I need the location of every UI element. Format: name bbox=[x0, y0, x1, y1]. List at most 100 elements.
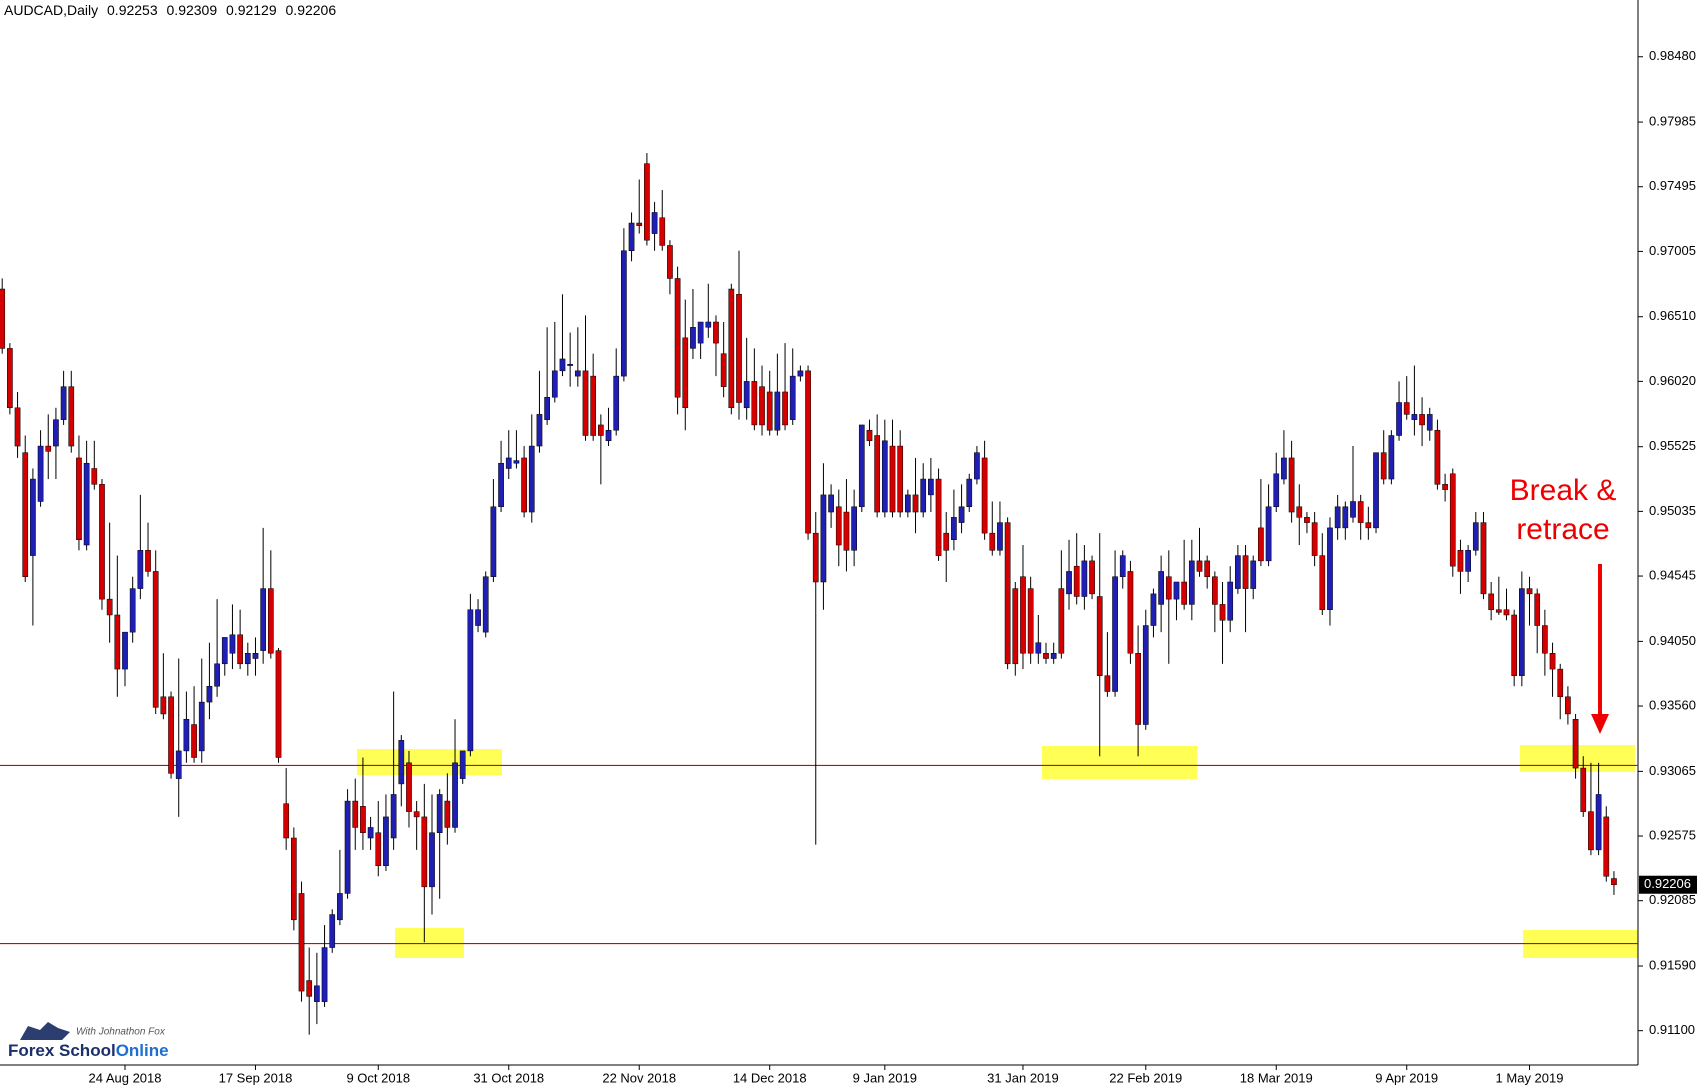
candle-body bbox=[551, 370, 558, 398]
candle-body bbox=[1603, 816, 1610, 877]
candle-body bbox=[835, 506, 842, 546]
candle-body bbox=[390, 794, 397, 839]
candle-body bbox=[1004, 522, 1011, 665]
candle-body bbox=[45, 445, 52, 452]
x-tick-label: 9 Apr 2019 bbox=[1375, 1070, 1438, 1085]
candle-body bbox=[1089, 560, 1095, 595]
candle-body bbox=[122, 631, 128, 670]
logo-tagline: With Johnathon Fox bbox=[76, 1027, 166, 1038]
candle-body bbox=[1020, 576, 1026, 654]
x-tick-label: 1 May 2019 bbox=[1496, 1070, 1564, 1085]
candle-body bbox=[1135, 653, 1141, 725]
candle-body bbox=[1288, 457, 1295, 513]
current-price-label: 0.92206 bbox=[1644, 876, 1691, 891]
candle-body bbox=[76, 457, 82, 541]
y-tick-label: 0.96020 bbox=[1649, 373, 1696, 388]
x-tick-label: 24 Aug 2018 bbox=[88, 1070, 161, 1085]
candle-body bbox=[1396, 402, 1402, 436]
annotation: Break & bbox=[1510, 474, 1617, 507]
candle-body bbox=[191, 724, 197, 758]
candle-body bbox=[1334, 506, 1341, 529]
y-tick-label: 0.92085 bbox=[1649, 892, 1696, 907]
candle-body bbox=[1557, 668, 1564, 698]
candle-body bbox=[1181, 581, 1188, 605]
candle-body bbox=[1096, 596, 1103, 676]
candle-body bbox=[505, 457, 512, 469]
candle-body bbox=[114, 614, 121, 670]
candle-body bbox=[475, 609, 481, 626]
candle-body bbox=[306, 980, 313, 997]
candle-body bbox=[613, 375, 620, 431]
candle-body bbox=[1434, 429, 1441, 485]
candle-body bbox=[935, 478, 942, 556]
candle-body bbox=[1542, 625, 1548, 654]
candle-body bbox=[1373, 452, 1379, 529]
y-tick-label: 0.97985 bbox=[1649, 114, 1696, 129]
candle-body bbox=[1549, 653, 1556, 670]
candle-body bbox=[667, 245, 673, 279]
candle-body bbox=[1273, 473, 1280, 508]
candle-body bbox=[175, 750, 182, 779]
candle-body bbox=[444, 800, 451, 828]
candle-body bbox=[1242, 555, 1249, 589]
candle-body bbox=[498, 462, 504, 508]
candle-body bbox=[68, 386, 75, 447]
y-tick-label: 0.98480 bbox=[1649, 48, 1696, 63]
current-price-box bbox=[1639, 875, 1697, 894]
candle-body bbox=[974, 452, 980, 480]
candle-body bbox=[314, 985, 320, 1002]
y-tick-label: 0.91590 bbox=[1649, 957, 1696, 972]
candle-body bbox=[905, 494, 911, 513]
candle-body bbox=[605, 429, 612, 442]
candle-body bbox=[728, 288, 735, 409]
candle-body bbox=[1357, 501, 1364, 523]
candle-body bbox=[1219, 604, 1226, 621]
candle-body bbox=[644, 163, 650, 241]
candle-body bbox=[674, 278, 681, 398]
candle-body bbox=[375, 832, 382, 866]
candle-body bbox=[628, 222, 635, 251]
candle-body bbox=[160, 696, 167, 715]
annotation: retrace bbox=[1516, 513, 1609, 546]
candle-body bbox=[329, 914, 336, 948]
candle-body bbox=[1066, 571, 1072, 595]
candle-body bbox=[881, 440, 888, 513]
candle-body bbox=[1012, 588, 1019, 665]
candle-body bbox=[997, 522, 1003, 551]
candle-body bbox=[129, 588, 136, 633]
candle-body bbox=[398, 740, 405, 785]
highlight-zone bbox=[1042, 746, 1197, 779]
candle-body bbox=[1112, 576, 1118, 692]
candle-body bbox=[797, 370, 804, 377]
candle-body bbox=[1403, 402, 1410, 415]
candle-body bbox=[651, 212, 658, 234]
candle-body bbox=[206, 685, 213, 703]
candle-body bbox=[713, 321, 719, 344]
candle-body bbox=[774, 391, 781, 431]
candle-body bbox=[1173, 581, 1180, 600]
logo-brand-main: Forex School bbox=[8, 1041, 116, 1060]
header-high: 0.92309 bbox=[166, 2, 218, 18]
candle-body bbox=[736, 294, 742, 403]
candle-body bbox=[1365, 522, 1372, 529]
candle-body bbox=[1150, 593, 1157, 626]
candle-body bbox=[145, 550, 151, 572]
candle-body bbox=[928, 478, 934, 496]
candle-body bbox=[743, 381, 750, 409]
candle-body bbox=[429, 832, 435, 888]
candle-body bbox=[1342, 506, 1349, 529]
candle-body bbox=[1442, 484, 1448, 490]
candle-body bbox=[759, 386, 765, 426]
candle-body bbox=[1449, 473, 1456, 567]
chart-title: AUDCAD,Daily bbox=[4, 2, 99, 18]
candle-body bbox=[1588, 811, 1594, 851]
candle-body bbox=[874, 435, 880, 513]
candle-body bbox=[574, 370, 581, 377]
candle-body bbox=[1227, 581, 1234, 621]
highlight-zone bbox=[357, 749, 502, 775]
candle-body bbox=[1411, 414, 1418, 420]
candle-body bbox=[889, 445, 896, 513]
candle-body bbox=[99, 484, 105, 600]
candle-body bbox=[1035, 642, 1042, 654]
